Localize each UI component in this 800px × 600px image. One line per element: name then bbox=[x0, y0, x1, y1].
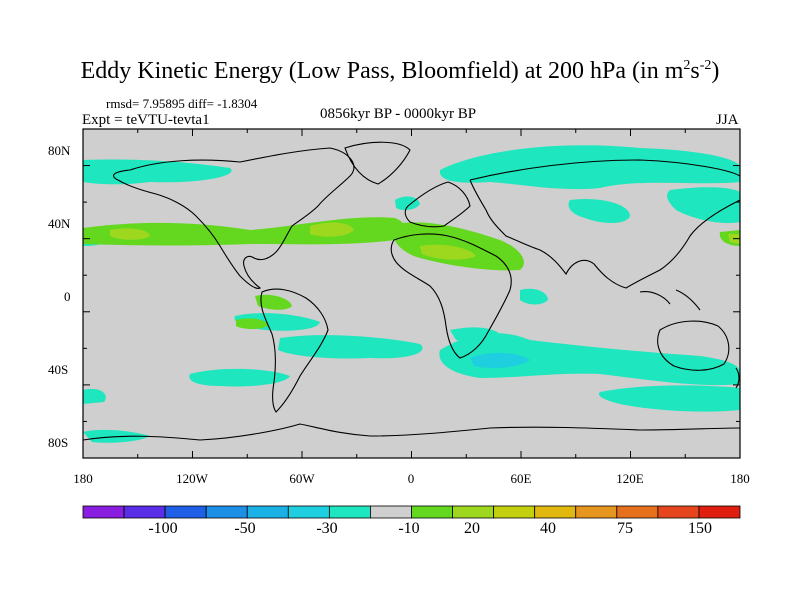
stats-text: rmsd= 7.95895 diff= -1.8304 bbox=[106, 96, 258, 111]
greenland-coast bbox=[344, 141, 411, 185]
colorbar-box bbox=[657, 505, 700, 519]
region-south-pacific-b bbox=[189, 368, 290, 387]
lon-label-0: 0 bbox=[407, 471, 415, 486]
region-yg-pacific-b bbox=[310, 222, 354, 237]
colorbar-box bbox=[493, 505, 536, 519]
region-siberia bbox=[667, 187, 740, 224]
north-america-coast bbox=[112, 147, 355, 289]
colorbar-label: -50 bbox=[234, 520, 256, 537]
colorbar-box bbox=[82, 505, 125, 519]
colorbar-box bbox=[452, 505, 495, 519]
colorbar-box bbox=[164, 505, 207, 519]
coastlines bbox=[83, 141, 740, 441]
colorbar-box bbox=[123, 505, 166, 519]
lat-label-40s: 40S bbox=[48, 362, 69, 377]
colorbar-label: -10 bbox=[398, 520, 420, 537]
region-north-atlantic bbox=[395, 196, 420, 211]
colorbar-box bbox=[370, 505, 412, 519]
region-indian-ocean bbox=[520, 288, 548, 305]
colorbar-label: -100 bbox=[148, 520, 178, 537]
region-yg-atlantic bbox=[420, 244, 476, 260]
lat-label-0: 0 bbox=[64, 289, 71, 304]
region-tropical-pacific bbox=[255, 294, 292, 310]
map-field bbox=[83, 129, 740, 458]
lat-label-80n: 80N bbox=[48, 143, 71, 158]
region-subtropical-jet-atlantic bbox=[392, 222, 524, 271]
south-america-coast bbox=[260, 288, 329, 413]
region-south-atlantic-indian bbox=[439, 333, 740, 386]
lon-label-60w: 60W bbox=[289, 471, 315, 486]
chart-title: Eddy Kinetic Energy (Low Pass, Bloomfiel… bbox=[80, 58, 720, 84]
colorbar bbox=[82, 505, 741, 519]
region-central-asia bbox=[568, 198, 630, 223]
season-label: JJA bbox=[716, 112, 739, 128]
colorbar-box bbox=[534, 505, 577, 519]
colorbar-box bbox=[616, 505, 659, 519]
europe-coast bbox=[404, 181, 471, 228]
maritime-asia-coast bbox=[639, 289, 701, 311]
lon-label-120e: 120E bbox=[616, 471, 644, 486]
region-east-pacific bbox=[83, 388, 106, 404]
lat-label-80s: 80S bbox=[48, 435, 69, 450]
colorbar-box bbox=[287, 505, 330, 519]
region-asia-north bbox=[439, 145, 740, 190]
region-southern-ocean bbox=[598, 385, 740, 412]
colorbar-label: 150 bbox=[688, 520, 712, 537]
colorbar-label: -30 bbox=[316, 520, 338, 537]
region-south-africa bbox=[450, 327, 500, 342]
colorbar-label: 75 bbox=[617, 520, 633, 537]
experiment-label: Expt = teVTU-tevta1 bbox=[82, 112, 210, 128]
africa-coast bbox=[390, 233, 512, 359]
colorbar-label: 20 bbox=[464, 520, 480, 537]
negative-anomaly-regions bbox=[83, 145, 740, 443]
period-label: 0856kyr BP - 0000kyr BP bbox=[320, 106, 477, 122]
region-south-pacific-a bbox=[278, 335, 423, 359]
asia-coast bbox=[469, 159, 740, 289]
colorbar-box bbox=[411, 505, 453, 519]
region-south-pacific-green bbox=[236, 318, 268, 329]
lon-label-60e: 60E bbox=[510, 471, 532, 486]
lat-label-40n: 40N bbox=[48, 216, 71, 231]
colorbar-box bbox=[246, 505, 289, 519]
new-zealand-coast bbox=[735, 367, 740, 389]
stronger-positive-regions bbox=[110, 222, 740, 260]
axis-ticks bbox=[82, 128, 741, 459]
colorbar-box bbox=[698, 505, 741, 519]
antarctica-coast bbox=[83, 423, 740, 441]
colorbar-box bbox=[328, 505, 371, 519]
colorbar-box bbox=[205, 505, 248, 519]
australia-coast bbox=[657, 320, 730, 371]
lon-label-120w: 120W bbox=[176, 471, 208, 486]
strong-negative-anomaly bbox=[470, 352, 530, 368]
colorbar-box bbox=[575, 505, 618, 519]
region-yg-pacific-a bbox=[110, 228, 150, 240]
lon-label-180w: 180 bbox=[73, 471, 93, 486]
colorbar-label: 40 bbox=[540, 520, 556, 537]
region-north-pacific bbox=[83, 159, 232, 185]
lon-label-180e: 180 bbox=[730, 471, 750, 486]
